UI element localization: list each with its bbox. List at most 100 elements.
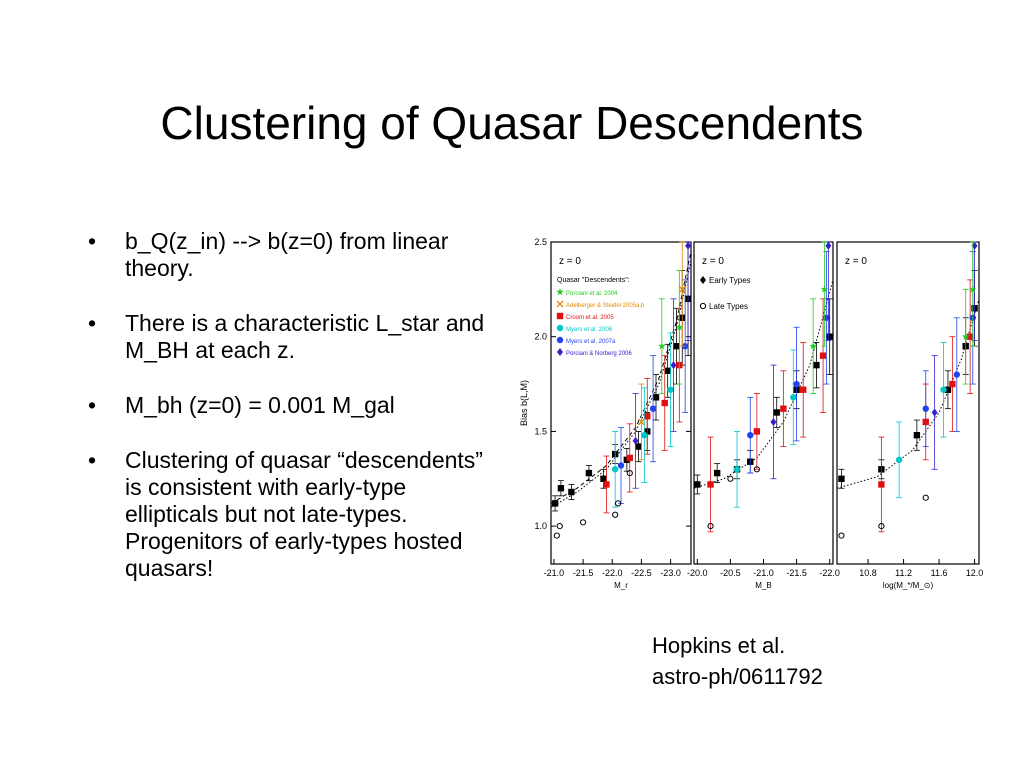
bullet-text: M_bh (z=0) = 0.001 M_gal [125,392,395,418]
data-point [949,380,956,388]
x-tick-label: -22.5 [631,568,652,578]
bullet-marker: • [88,447,97,473]
data-point [707,523,714,530]
data-point [895,456,903,464]
bullet-marker: • [88,392,97,418]
data-point [626,469,633,477]
data-point [644,413,651,420]
panel-label: z = 0 [559,256,581,267]
x-tick-label: -23.0 [660,568,681,578]
bullet-item: • M_bh (z=0) = 0.001 M_gal [88,392,488,419]
plot-frame [693,241,834,565]
data-point [556,324,564,332]
citation: Hopkins et al. astro-ph/0611792 [652,630,823,692]
x-tick-label: 10.8 [859,568,877,578]
legend-entry: Late Types [709,302,748,311]
data-point [551,500,559,507]
data-point [790,394,797,401]
legend-entry: Myers et al. 2006 [566,327,613,333]
legend-entry: Porciani & Norberg 2006 [566,351,632,357]
data-point [878,481,885,488]
data-point [800,386,807,393]
data-point [707,481,714,488]
data-point [557,485,565,492]
plot-frame [836,241,980,565]
y-tick-label: 1.0 [534,521,547,531]
bias-figure: 1.0 1.5 2.0 2.5 -21.0 -21.5 -22.0 -22.5 -23.0 M_r… [519,237,984,590]
x-tick-label: 11.6 [931,568,948,578]
data-point [727,475,734,482]
data-point [753,466,760,473]
legend-title: Quasar "Descendents": [557,277,630,284]
data-point [626,454,633,462]
x-axis-label: M_r [614,581,628,590]
data-point [617,462,625,469]
data-point [931,408,938,417]
x-tick-label: -21.5 [786,568,807,578]
data-point [838,475,845,482]
data-point [733,466,741,473]
data-point [713,469,721,477]
data-point [825,241,832,250]
data-point [632,436,639,445]
bullet-item: • b_Q(z_in) --> b(z=0) from linear theor… [88,228,488,282]
data-point [667,386,674,393]
data-point [969,285,977,293]
data-point [664,367,671,374]
data-point [556,288,564,296]
data-point [614,500,622,507]
x-tick-label: -21.0 [544,568,565,578]
x-tick-label: -22.0 [819,568,840,578]
data-point [700,276,706,284]
y-tick-label: 1.5 [534,426,547,436]
data-point [658,342,666,350]
data-point [600,475,607,482]
data-point [922,494,929,501]
bullet-text: There is a characteristic L_star and M_B… [125,310,485,363]
data-point [773,409,780,416]
bullet-text: Clustering of quasar “descendents” is co… [125,447,483,581]
chart-panel-1: 1.0 1.5 2.0 2.5 -21.0 -21.5 -22.0 -22.5 -23.0 M_r… [519,237,692,590]
data-point [966,333,974,340]
data-point [961,332,970,340]
legend-entry: Myers et al. 2007a [566,339,616,345]
x-axis-label: M_B [755,581,771,590]
data-point [809,342,817,350]
data-point [649,405,657,412]
x-tick-label: -22.0 [602,568,623,578]
data-point [675,323,684,331]
data-point [770,417,777,426]
chart-panel-3: 10.8 11.2 11.6 12.0 log(M_*/M_⊙) z = 0 [836,241,984,590]
bullet-marker: • [88,228,97,254]
data-point [557,348,563,356]
citation-arxiv: astro-ph/0611792 [652,664,823,689]
data-point [944,386,952,393]
data-point [611,466,619,473]
x-axis-label: log(M_*/M_⊙) [883,581,934,590]
data-point [940,386,947,393]
data-point [878,523,885,530]
bullet-marker: • [88,310,97,336]
data-point [579,519,587,526]
data-point [612,511,619,518]
data-point [780,405,787,412]
data-point [913,432,921,439]
legend-entry: Porciani et al. 2004 [566,291,618,297]
x-tick-label: -20.0 [687,568,708,578]
data-point [678,285,686,293]
data-point [556,336,564,344]
data-point [694,481,701,488]
chart-panel-2: -20.0 -20.5 -21.0 -21.5 -22.0 M_B z = 0 Early T… [687,241,840,590]
data-point [661,399,668,407]
data-point [652,394,660,401]
data-point [699,302,707,310]
legend-entry: Adelberger & Steidel 2005a,b [566,303,645,309]
panel-label: z = 0 [702,256,724,267]
data-point [553,532,560,539]
y-tick-label: 2.5 [534,237,547,247]
data-point [820,285,829,293]
data-point [826,333,833,340]
x-tick-label: 12.0 [966,568,984,578]
data-point [635,443,642,450]
bullet-list: • b_Q(z_in) --> b(z=0) from linear theor… [88,228,488,610]
